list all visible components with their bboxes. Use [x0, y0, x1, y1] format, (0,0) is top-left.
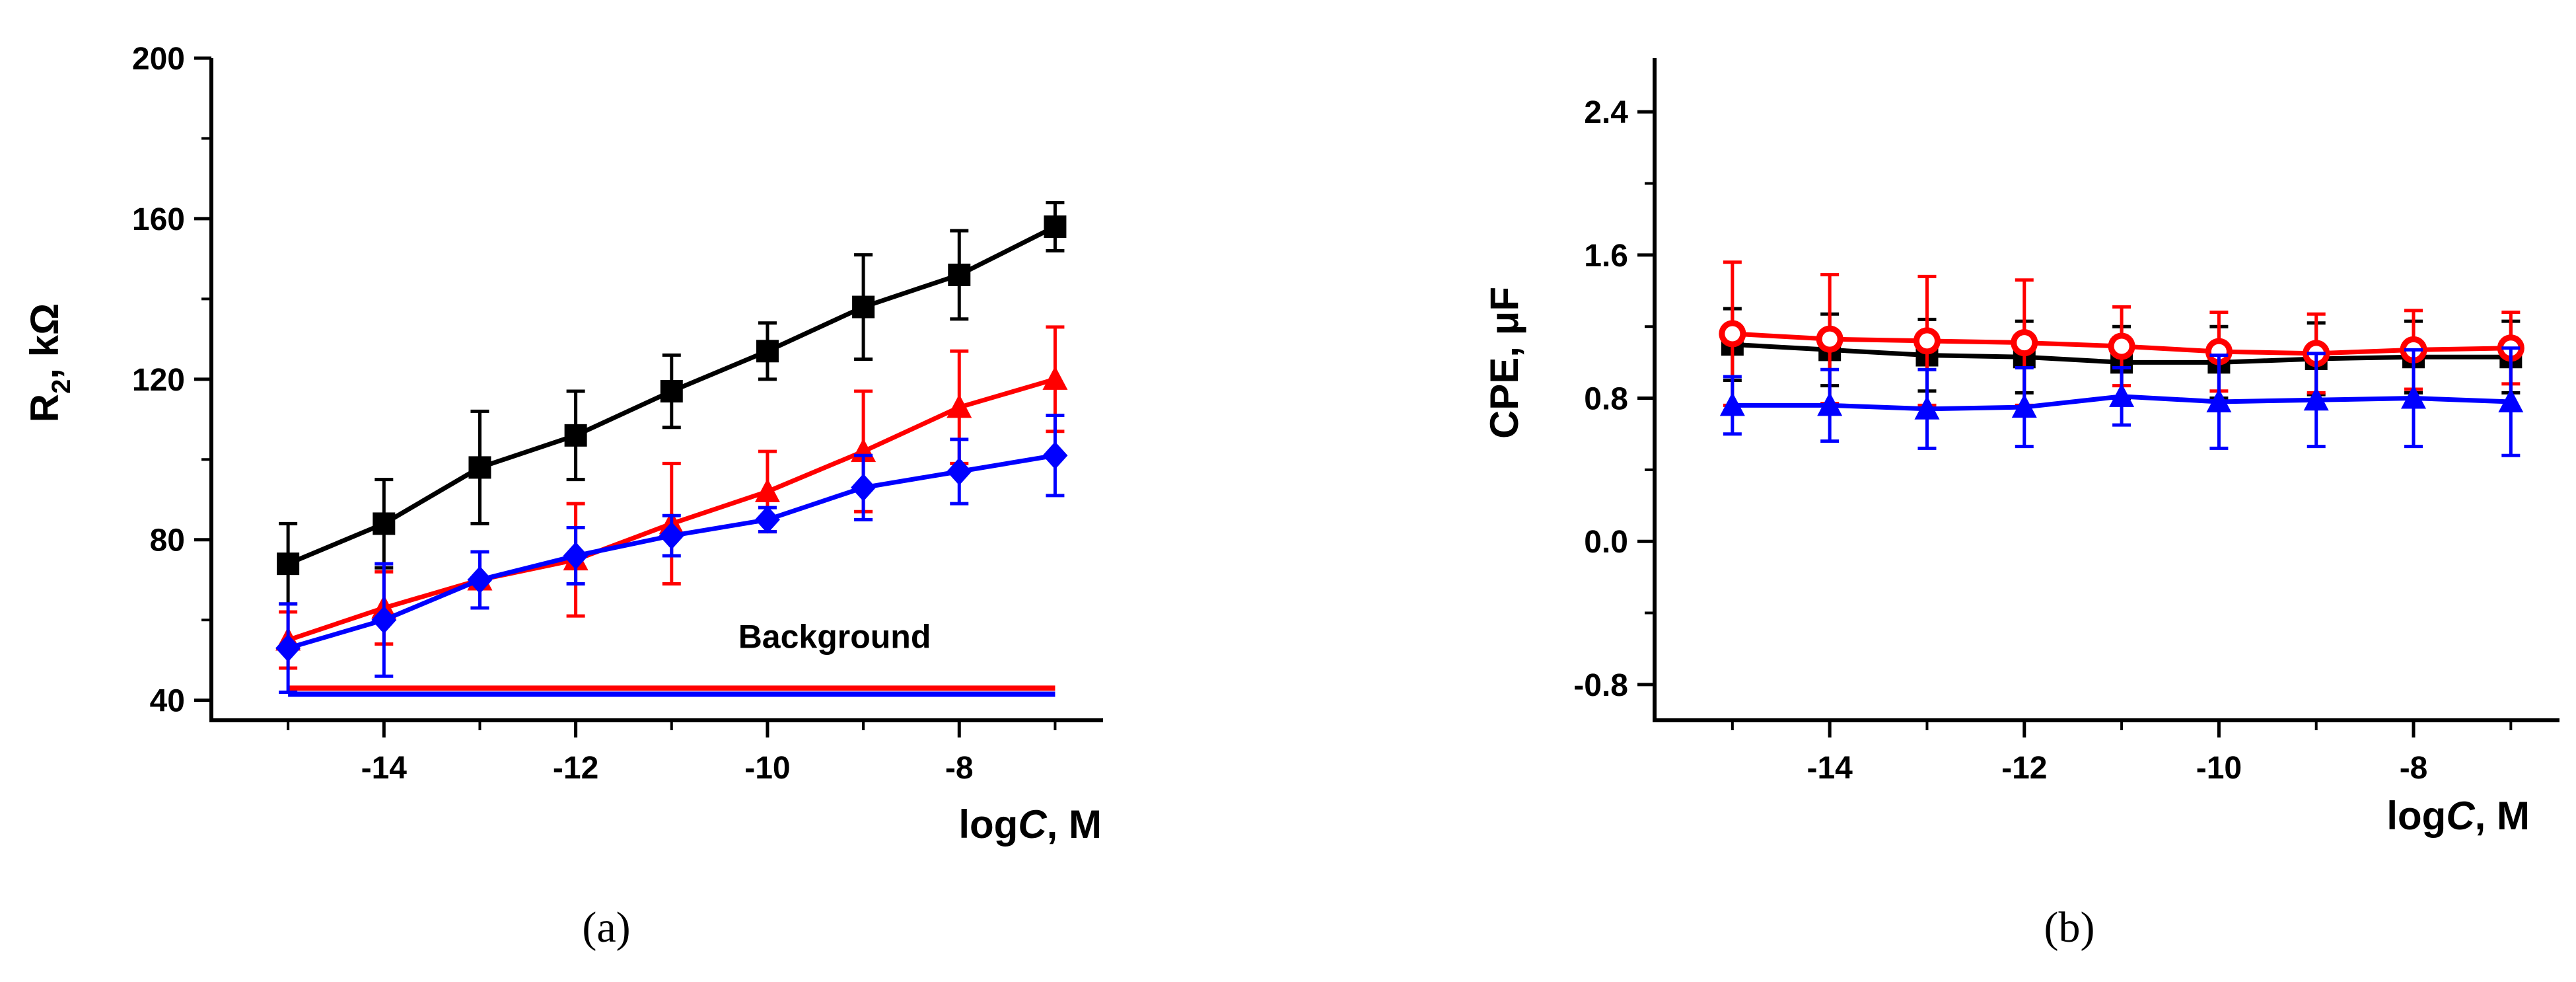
chart-panel-a: -14 -12 -10 -8 40 80 120 160 200 R2, kΩ logC, M (a)…: [22, 42, 1103, 952]
y-tick-label: 40: [150, 684, 185, 719]
data-point: [851, 473, 877, 502]
y-tick-label: 0.8: [1584, 382, 1628, 417]
data-point: [1914, 395, 1940, 420]
data-point: [2206, 388, 2232, 412]
x-axis-title-variable: C: [1018, 802, 1048, 847]
x-axis-title-unit: , M: [2475, 794, 2530, 838]
y-axis-title-main: R: [22, 394, 67, 422]
data-point: [275, 634, 301, 662]
data-point: [1044, 215, 1067, 239]
background-annotation: Background: [738, 619, 931, 656]
series-black: [277, 201, 1067, 606]
data-point: [373, 512, 396, 535]
x-tick-label: -14: [1807, 751, 1853, 786]
x-axis-title: logC, M: [958, 802, 1102, 847]
data-point: [1042, 441, 1068, 470]
data-point: [660, 380, 683, 403]
data-point: [2498, 388, 2524, 412]
data-point: [2011, 329, 2038, 357]
data-point: [1816, 325, 1843, 353]
x-tick-label: -14: [361, 751, 408, 786]
y-axis-title-subscript: 2: [47, 379, 76, 394]
y-axis-title-main: CPE, μF: [1482, 287, 1526, 439]
data-point: [2108, 332, 2135, 360]
y-tick-label: 1.6: [1584, 239, 1628, 274]
data-point: [756, 340, 779, 363]
y-tick-label: -0.8: [1573, 668, 1628, 703]
series-blue: [275, 413, 1068, 694]
x-tick-label: -8: [945, 751, 974, 786]
y-tick-label: 0.0: [1584, 525, 1628, 560]
series-blue: [1719, 346, 2524, 457]
y-tick-label: 120: [132, 363, 185, 398]
data-point: [852, 295, 875, 319]
data-point: [1913, 327, 1941, 355]
x-axis-title-unit: , M: [1047, 802, 1102, 847]
data-point: [1042, 365, 1068, 390]
x-axis-title: logC, M: [2386, 794, 2530, 838]
y-axis-title: CPE, μF: [1482, 287, 1526, 439]
x-tick-label: -8: [2400, 751, 2428, 786]
x-axis-title-main: log: [958, 802, 1018, 847]
data-point: [2401, 385, 2427, 409]
y-axis-title: R2, kΩ: [22, 303, 76, 422]
data-point: [947, 394, 972, 418]
x-axis-title-main: log: [2386, 794, 2446, 838]
data-point: [754, 478, 780, 502]
data-point: [1719, 320, 1746, 348]
data-point: [2011, 394, 2037, 418]
y-tick-label: 80: [150, 523, 185, 558]
data-point: [564, 424, 587, 447]
data-point: [2109, 383, 2135, 407]
data-point: [1719, 392, 1745, 416]
data-point: [948, 263, 971, 286]
data-point: [659, 521, 684, 550]
y-axis-title-unit: , kΩ: [22, 303, 67, 379]
x-tick-label: -10: [744, 751, 790, 786]
chart-panel-b: -14 -12 -10 -8 -0.8 0.0 0.8 1.6 2.4 CPE, μF logC, …: [1482, 58, 2559, 952]
x-tick-label: -10: [2196, 751, 2242, 786]
data-point: [754, 506, 780, 534]
x-axis-title-variable: C: [2446, 794, 2476, 838]
y-tick-label: 160: [132, 202, 185, 237]
x-tick-label: -12: [553, 751, 598, 786]
data-point: [371, 606, 397, 634]
x-tick-label: -12: [2001, 751, 2047, 786]
data-point: [947, 457, 972, 486]
data-point: [277, 552, 300, 576]
y-tick-label: 2.4: [1584, 95, 1628, 130]
data-point: [563, 542, 589, 570]
data-point: [2303, 387, 2329, 411]
panel-caption: (a): [582, 903, 630, 952]
data-point: [467, 566, 493, 594]
y-tick-label: 200: [132, 42, 185, 77]
data-point: [1817, 392, 1843, 416]
panel-caption: (b): [2044, 903, 2095, 952]
data-point: [468, 456, 491, 479]
